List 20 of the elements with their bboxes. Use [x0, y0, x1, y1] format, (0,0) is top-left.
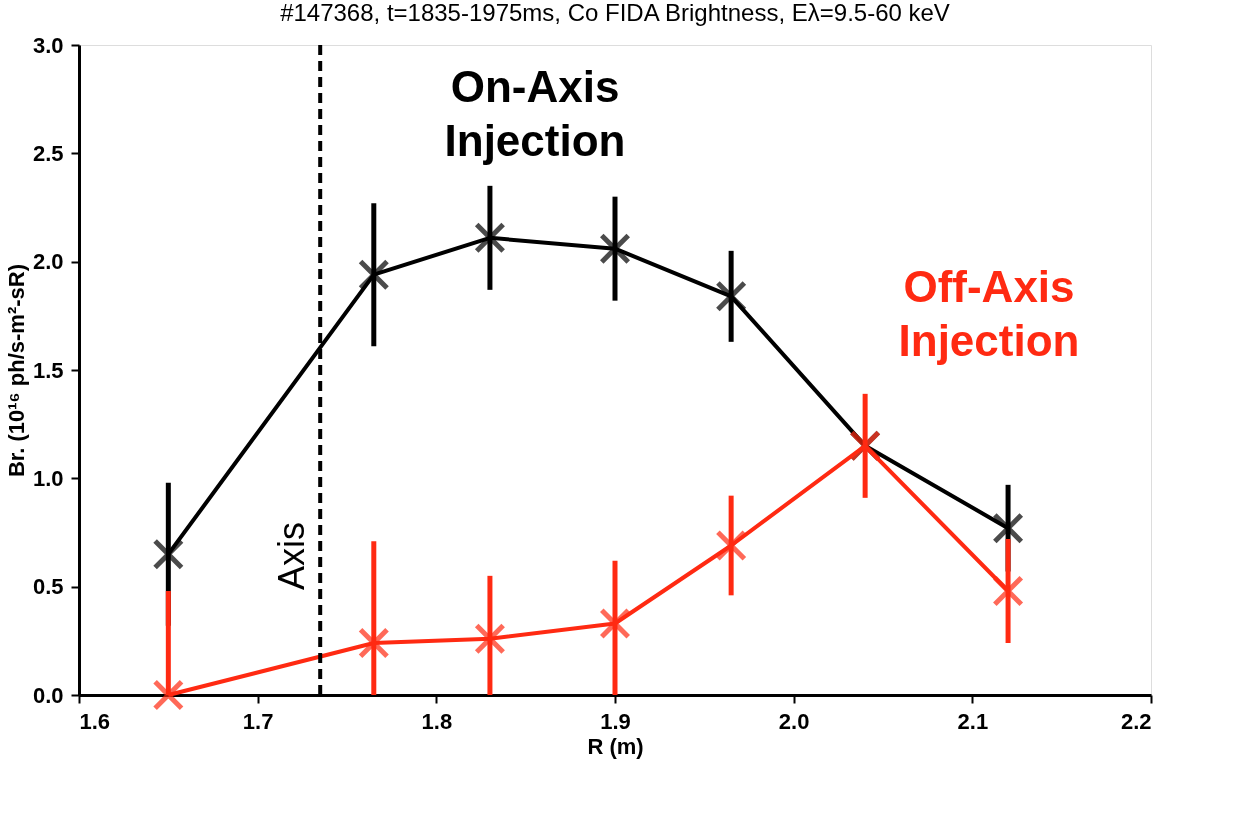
- x-tick-label: 2.0: [778, 708, 810, 734]
- y-tick-label: 0.5: [32, 574, 64, 600]
- ref-line-label: Axis: [271, 521, 313, 590]
- y-tick-label: 1.5: [32, 357, 64, 383]
- y-tick-label: 2.5: [32, 140, 64, 166]
- series-label: On-Axis Injection: [444, 62, 626, 165]
- x-tick-label: 1.6: [79, 708, 111, 734]
- y-tick-label: 3.0: [32, 32, 64, 58]
- y-tick-label: 0.0: [32, 682, 64, 708]
- x-tick-label: 2.2: [1120, 708, 1152, 734]
- series-label: Off-Axis Injection: [898, 262, 1080, 365]
- chart-title: #147368, t=1835-1975ms, Co FIDA Brightness, Eλ=9.5-60 keV: [280, 0, 950, 26]
- x-tick-label: 1.9: [600, 708, 631, 734]
- y-axis-title: Br. (10¹⁶ ph/s-m²-sR): [3, 263, 29, 478]
- y-tick-label: 1.0: [32, 465, 64, 491]
- x-tick-label: 2.1: [957, 708, 989, 734]
- x-axis-title: R (m): [587, 733, 644, 759]
- x-tick-label: 1.8: [421, 708, 453, 734]
- x-tick-label: 1.7: [242, 708, 274, 734]
- y-tick-label: 2.0: [32, 249, 64, 275]
